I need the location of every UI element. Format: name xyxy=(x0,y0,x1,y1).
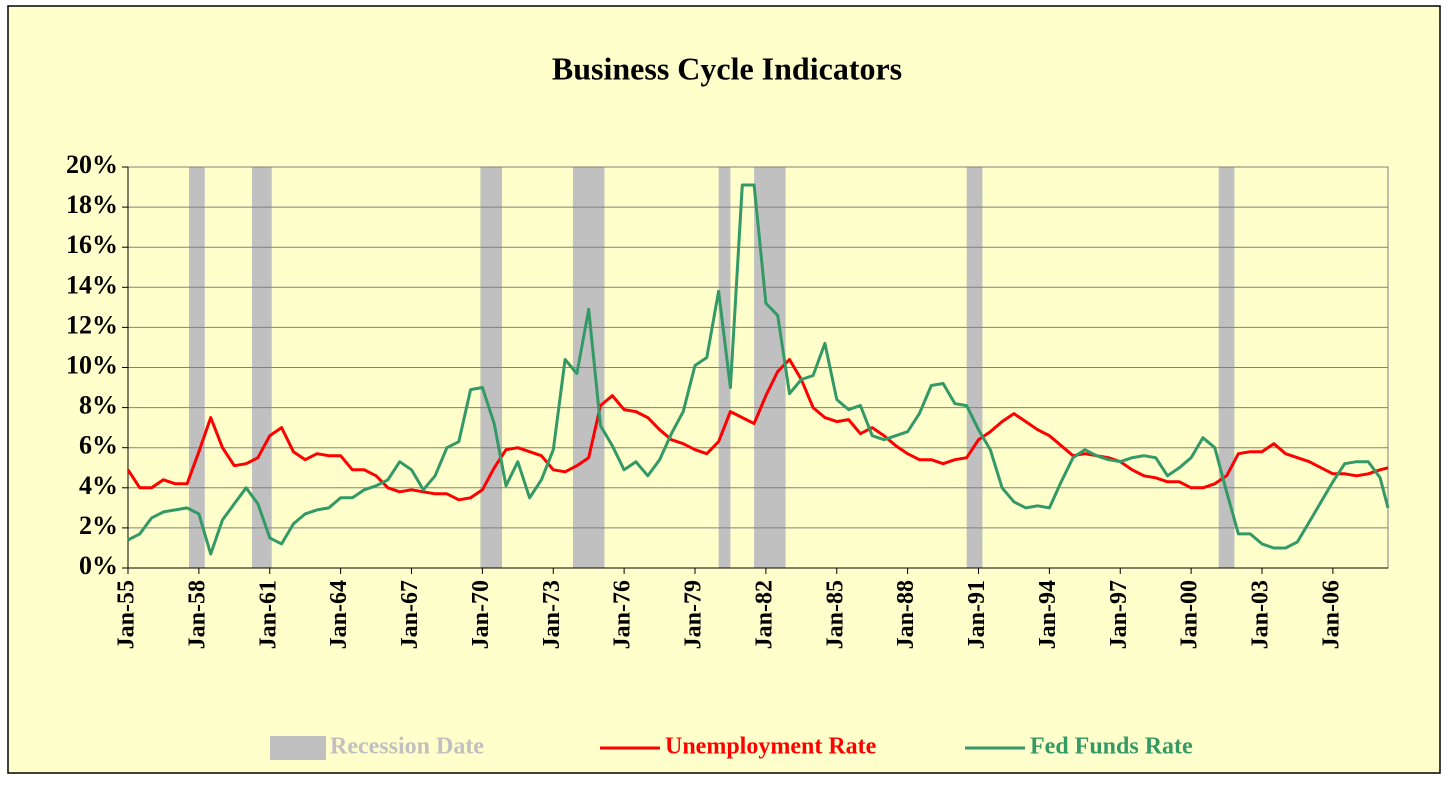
x-tick-label: Jan-94 xyxy=(1035,580,1061,649)
y-tick-label: 0% xyxy=(79,551,118,580)
y-tick-label: 4% xyxy=(79,471,118,500)
x-tick-label: Jan-58 xyxy=(184,580,210,649)
x-tick-label: Jan-03 xyxy=(1248,580,1274,649)
legend-label: Fed Funds Rate xyxy=(1030,734,1193,760)
legend-swatch xyxy=(270,736,326,760)
x-tick-label: Jan-06 xyxy=(1318,580,1344,649)
legend-label: Unemployment Rate xyxy=(665,734,877,760)
chart-title: Business Cycle Indicators xyxy=(552,50,902,86)
series-line xyxy=(126,358,1389,502)
y-tick-label: 16% xyxy=(66,230,118,259)
y-tick-label: 2% xyxy=(79,511,118,540)
x-tick-label: Jan-79 xyxy=(681,580,707,649)
y-tick-label: 18% xyxy=(66,190,118,219)
y-tick-label: 6% xyxy=(79,431,118,460)
x-tick-label: Jan-67 xyxy=(397,580,423,649)
x-tick-label: Jan-85 xyxy=(822,580,848,649)
x-tick-label: Jan-82 xyxy=(751,580,777,649)
x-tick-label: Jan-00 xyxy=(1177,580,1203,649)
y-tick-label: 12% xyxy=(66,310,118,339)
x-tick-label: Jan-73 xyxy=(539,580,565,649)
y-tick-label: 10% xyxy=(66,350,118,379)
x-tick-label: Jan-55 xyxy=(114,580,140,649)
x-tick-label: Jan-61 xyxy=(255,580,281,649)
y-tick-label: 14% xyxy=(66,270,118,299)
x-tick-label: Jan-64 xyxy=(326,580,352,649)
x-tick-label: Jan-70 xyxy=(468,580,494,649)
series-line xyxy=(127,183,1390,556)
y-tick-label: 8% xyxy=(79,391,118,420)
x-tick-label: Jan-88 xyxy=(893,580,919,649)
x-tick-label: Jan-97 xyxy=(1106,580,1132,649)
y-tick-label: 20% xyxy=(66,150,118,179)
x-tick-label: Jan-76 xyxy=(610,580,636,649)
x-tick-label: Jan-91 xyxy=(964,580,990,649)
legend-label: Recession Date xyxy=(330,734,484,760)
